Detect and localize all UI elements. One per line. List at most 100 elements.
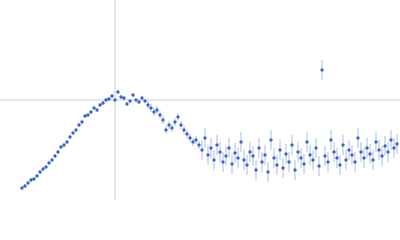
point: [356, 136, 360, 140]
point: [206, 153, 210, 157]
point: [365, 146, 369, 150]
point: [380, 154, 384, 158]
point: [161, 118, 165, 122]
point: [239, 140, 243, 144]
point: [26, 181, 30, 185]
point: [320, 68, 324, 72]
point: [128, 99, 132, 103]
point: [284, 152, 288, 156]
point: [74, 128, 78, 132]
point: [35, 174, 39, 178]
point: [311, 158, 315, 162]
point: [335, 156, 339, 160]
point: [221, 160, 225, 164]
point: [260, 160, 264, 164]
point: [53, 154, 57, 158]
point: [275, 163, 279, 167]
point: [50, 158, 54, 162]
point: [203, 136, 207, 140]
point: [359, 150, 363, 154]
point: [20, 186, 24, 190]
point: [119, 95, 123, 99]
point: [227, 146, 231, 150]
point: [155, 108, 159, 112]
point: [257, 146, 261, 150]
point: [158, 113, 162, 117]
point: [140, 96, 144, 100]
point: [353, 160, 357, 164]
point: [218, 150, 222, 154]
point: [179, 123, 183, 127]
point: [113, 98, 117, 102]
point: [368, 152, 372, 156]
point: [371, 158, 375, 162]
point: [137, 100, 141, 104]
point: [383, 144, 387, 148]
point: [32, 177, 36, 181]
point: [302, 162, 306, 166]
point: [110, 94, 114, 98]
point: [23, 184, 27, 188]
point: [272, 156, 276, 160]
point: [290, 143, 294, 147]
point: [308, 153, 312, 157]
point: [92, 106, 96, 110]
point: [197, 143, 201, 147]
point: [338, 163, 342, 167]
point: [242, 158, 246, 162]
point: [164, 128, 168, 132]
point: [209, 146, 213, 150]
point: [122, 96, 126, 100]
point: [125, 102, 129, 106]
point: [332, 150, 336, 154]
point: [350, 153, 354, 157]
point: [98, 103, 102, 107]
point: [347, 148, 351, 152]
point: [29, 178, 33, 182]
point: [395, 142, 399, 146]
point: [176, 115, 180, 119]
point: [185, 132, 189, 136]
point: [83, 114, 87, 118]
point: [86, 113, 90, 117]
point: [248, 150, 252, 154]
point: [152, 110, 156, 114]
point: [278, 148, 282, 152]
point: [293, 168, 297, 172]
point: [65, 140, 69, 144]
point: [143, 99, 147, 103]
point: [389, 138, 393, 142]
point: [149, 106, 153, 110]
point: [266, 170, 270, 174]
point: [56, 150, 60, 154]
point: [314, 146, 318, 150]
point: [386, 150, 390, 154]
point: [89, 110, 93, 114]
point: [215, 143, 219, 147]
point: [374, 140, 378, 144]
point: [269, 138, 273, 142]
point: [344, 158, 348, 162]
point: [77, 123, 81, 127]
point: [173, 120, 177, 124]
point: [47, 161, 51, 165]
point: [377, 148, 381, 152]
point: [236, 156, 240, 160]
point: [182, 128, 186, 132]
point: [131, 93, 135, 97]
point: [251, 154, 255, 158]
point: [194, 138, 198, 142]
point: [38, 170, 42, 174]
point: [323, 154, 327, 158]
point: [287, 160, 291, 164]
point: [200, 148, 204, 152]
point: [329, 138, 333, 142]
point: [167, 123, 171, 127]
point: [188, 136, 192, 140]
point: [296, 150, 300, 154]
point: [230, 162, 234, 166]
point: [326, 160, 330, 164]
point: [41, 167, 45, 171]
point: [116, 90, 120, 94]
point: [245, 163, 249, 167]
